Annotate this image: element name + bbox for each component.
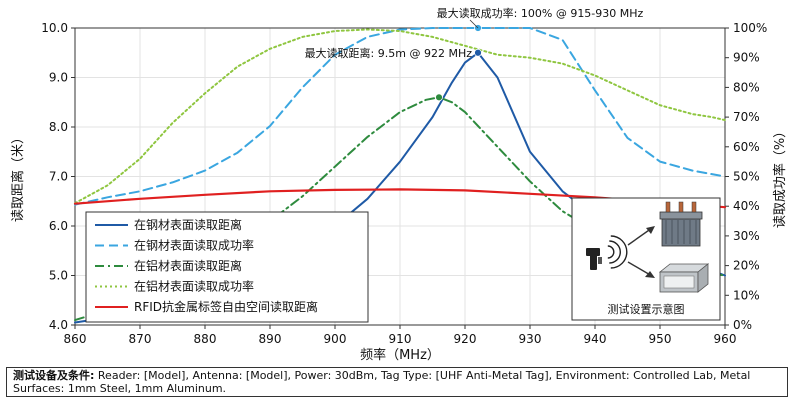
- transformer-body-icon: [661, 217, 701, 247]
- x-tick-label: 870: [129, 332, 152, 346]
- y-right-tick-label: 60%: [733, 140, 760, 154]
- y-right-tick-label: 90%: [733, 51, 760, 65]
- signal-wave-icon: [610, 235, 628, 269]
- steel-transformer-icon: [659, 201, 703, 247]
- setup-title: 测试设置示意图: [608, 302, 685, 316]
- arrow-head-icon: [646, 226, 655, 234]
- y-left-tick-label: 5.0: [49, 269, 68, 283]
- reader-handle-icon: [590, 254, 597, 270]
- transformer-lid-icon: [659, 211, 703, 220]
- x-tick-label: 920: [454, 332, 477, 346]
- y-right-tick-label: 30%: [733, 229, 760, 243]
- x-tick-label: 940: [584, 332, 607, 346]
- y-left-tick-label: 9.0: [49, 71, 68, 85]
- reader-trigger-icon: [598, 257, 602, 264]
- x-tick-label: 950: [649, 332, 672, 346]
- legend-entry-2: 在铝材表面读取距离: [134, 258, 242, 273]
- legend-entry-0: 在钢材表面读取距离: [134, 217, 242, 232]
- y-right-tick-label: 80%: [733, 80, 760, 94]
- x-tick-label: 960: [714, 332, 737, 346]
- annotation-max-success-rate: 最大读取成功率: 100% @ 915-930 MHz: [437, 6, 644, 20]
- peak-marker: [435, 93, 443, 102]
- x-tick-label: 860: [64, 332, 87, 346]
- plot-border: [74, 27, 726, 326]
- y-right-tick-label: 50%: [733, 170, 760, 184]
- y-right-tick-label: 40%: [733, 199, 760, 213]
- arrow-head-icon: [645, 271, 655, 278]
- y-left-tick-label: 8.0: [49, 120, 68, 134]
- y-right-tick-label: 70%: [733, 110, 760, 124]
- signal-waves-icon: [607, 235, 628, 269]
- tube-opening-icon: [663, 275, 695, 289]
- legend-entry-4: RFID抗金属标签自由空间读取距离: [134, 299, 318, 314]
- x-axis-title: 频率（MHz）: [360, 347, 440, 363]
- reader-icon: [586, 248, 602, 270]
- tube-side-icon: [697, 263, 709, 293]
- peak-marker: [474, 48, 482, 57]
- legend-entry-3: 在铝材表面读取成功率: [134, 279, 254, 294]
- transformer-bushing-icon: [665, 201, 671, 213]
- reader-head-icon: [586, 248, 600, 256]
- y-left-axis-title: 读取距离（米）: [10, 131, 26, 222]
- annotation-leader: [469, 19, 479, 29]
- signal-wave-icon: [609, 240, 621, 264]
- y-right-axis-title: 读取成功率（%）: [772, 125, 788, 228]
- series-line-1: [74, 27, 726, 206]
- footer-text: Reader: [Model], Antenna: [Model], Power…: [13, 369, 751, 395]
- y-right-tick-label: 100%: [733, 21, 767, 35]
- x-tick-label: 890: [259, 332, 282, 346]
- footer-label: 测试设备及条件:: [13, 369, 95, 382]
- y-right-tick-label: 0%: [733, 318, 752, 332]
- legend-entry-1: 在钢材表面读取成功率: [134, 238, 254, 253]
- series-line-3: [74, 28, 726, 205]
- aluminum-tube-icon: [658, 263, 710, 293]
- setup-diagram: 测试设置示意图: [571, 197, 721, 321]
- x-tick-label: 880: [194, 332, 217, 346]
- x-tick-label: 930: [519, 332, 542, 346]
- arrow-to-steel-icon: [627, 227, 653, 246]
- transformer-bushing-icon: [691, 201, 697, 213]
- y-left-tick-label: 6.0: [49, 219, 68, 233]
- y-right-tick-label: 20%: [733, 259, 760, 273]
- x-tick-label: 910: [389, 332, 412, 346]
- y-left-tick-label: 7.0: [49, 170, 68, 184]
- test-conditions-footer: 测试设备及条件: Reader: [Model], Antenna: [Mode…: [6, 367, 788, 397]
- legend-box: [85, 211, 369, 323]
- y-left-tick-label: 10.0: [41, 21, 68, 35]
- annotation-max-read-distance: 最大读取距离: 9.5m @ 922 MHz: [305, 46, 473, 60]
- y-left-tick-label: 4.0: [49, 318, 68, 332]
- y-right-tick-label: 10%: [733, 288, 760, 302]
- signal-wave-icon: [607, 245, 615, 259]
- transformer-bushing-icon: [678, 201, 684, 213]
- x-tick-label: 900: [324, 332, 347, 346]
